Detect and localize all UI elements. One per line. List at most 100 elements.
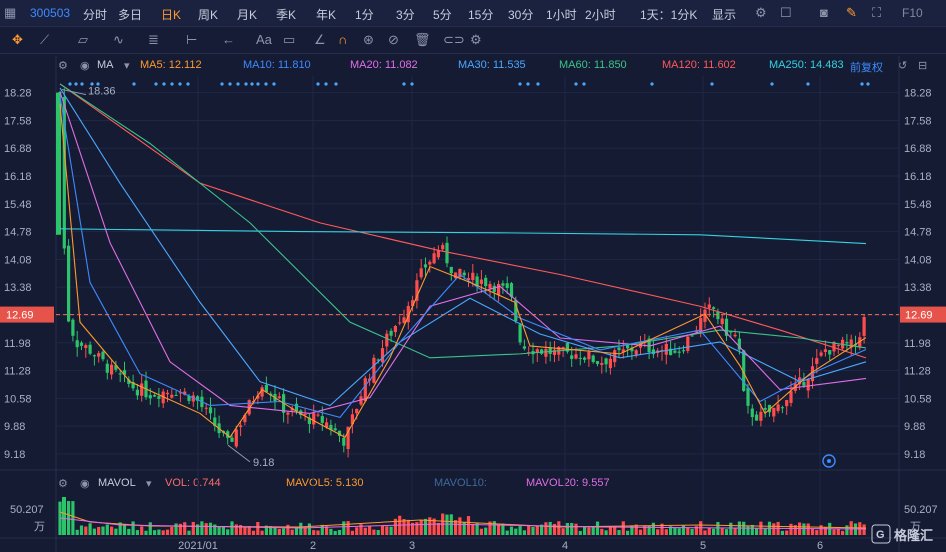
volume-bar <box>88 523 92 535</box>
measure-icon[interactable]: ⊢ <box>186 32 198 47</box>
magnet-icon[interactable]: ∩ <box>338 32 348 47</box>
period-tab-fenshi[interactable]: 分时 <box>83 8 108 22</box>
event-dot <box>178 82 182 86</box>
candle-body <box>67 245 71 322</box>
volume-bar <box>707 527 711 535</box>
ma60-line <box>59 83 867 359</box>
volume-bar <box>531 526 535 535</box>
candle-body <box>208 407 213 414</box>
low-annotation-line <box>227 444 251 463</box>
f10-button[interactable]: F10 <box>902 6 923 20</box>
candle-body <box>363 378 367 402</box>
period-tab-15min[interactable]: 15分 <box>468 8 494 22</box>
stock-code[interactable]: 300503 <box>30 6 71 20</box>
volume-bar <box>79 525 84 535</box>
volume-bar <box>643 525 647 535</box>
text-tool[interactable]: Aa <box>256 32 272 47</box>
line-icon[interactable]: ⟋ <box>40 32 50 47</box>
volume-bar <box>264 525 268 535</box>
period-tab-day-k[interactable]: 日K <box>161 8 182 22</box>
pen-icon[interactable]: ✎ <box>846 5 857 20</box>
volume-bar <box>540 524 544 535</box>
checkbox-icon[interactable]: ☐ <box>780 5 792 20</box>
comment-icon[interactable]: ▭ <box>283 32 296 47</box>
period-tab-5min[interactable]: 5分 <box>433 8 452 22</box>
volume-bar <box>165 529 170 535</box>
volume-bar <box>475 523 479 535</box>
arrow-icon[interactable]: ← <box>222 32 235 47</box>
candle-body <box>634 350 638 355</box>
candle-body <box>509 283 514 297</box>
vol-settings-icon[interactable]: ⚙ <box>58 478 68 490</box>
event-dot <box>582 82 586 86</box>
volume-bar <box>789 523 793 535</box>
x-tick-label: 3 <box>409 540 415 552</box>
candle-body <box>669 348 673 356</box>
candle-body <box>548 347 552 354</box>
event-dot <box>866 82 870 86</box>
collapse-icon[interactable]: ⊟ <box>918 60 928 72</box>
period-tab-30min[interactable]: 30分 <box>508 8 534 22</box>
candle-body <box>196 396 200 401</box>
volume-bar <box>178 523 182 535</box>
vol-visibility-icon[interactable]: ◉ <box>80 478 90 490</box>
event-dot <box>526 82 530 86</box>
settings-icon[interactable]: ⚙ <box>755 5 767 20</box>
crosshair-icon[interactable]: ✥ <box>12 32 23 47</box>
candle-body <box>699 318 703 333</box>
period-tab-season-k[interactable]: 季K <box>276 8 297 22</box>
period-dropdown[interactable]: 1天：1分K <box>640 8 698 22</box>
candle-body <box>389 330 393 336</box>
fullscreen-icon[interactable]: ⛶ <box>872 5 882 20</box>
volume-bar <box>630 525 634 535</box>
y-tick-label-right: 16.88 <box>904 143 932 155</box>
ma-visibility-icon[interactable]: ◉ <box>80 60 90 72</box>
volume-bar <box>411 522 415 535</box>
candle-body <box>540 349 544 354</box>
event-dot <box>272 82 276 86</box>
vol-dropdown-icon[interactable]: ▾ <box>146 478 152 490</box>
ruler-icon[interactable]: ∠ <box>314 32 326 47</box>
volume-bar <box>419 519 423 535</box>
grid-menu-icon[interactable]: ▦ <box>4 5 17 20</box>
display-dropdown[interactable]: 显示 <box>712 8 737 22</box>
volume-bar <box>92 528 96 535</box>
period-tab-2hour[interactable]: 2小时 <box>585 8 616 22</box>
volume-bar <box>393 518 397 535</box>
hide-icon[interactable]: ⊘ <box>388 32 399 47</box>
period-tab-week-k[interactable]: 周K <box>198 8 219 22</box>
volume-bar <box>841 530 845 535</box>
volume-bar <box>144 530 148 535</box>
period-tab-year-k[interactable]: 年K <box>316 8 337 22</box>
period-tab-1hour[interactable]: 1小时 <box>546 8 577 22</box>
candle-body <box>552 349 557 355</box>
candle-body <box>256 395 260 399</box>
current-price-label-left: 12.69 <box>6 310 34 322</box>
link-icon[interactable]: ⊂⊃ <box>443 32 465 47</box>
volume-bar <box>217 526 221 535</box>
period-tab-3min[interactable]: 3分 <box>396 8 415 22</box>
settings-icon[interactable]: ⚙ <box>470 32 482 47</box>
fib-icon[interactable]: ≣ <box>148 32 159 47</box>
period-tab-1min[interactable]: 1分 <box>355 8 374 22</box>
adjust-mode-button[interactable]: 前复权 <box>850 62 883 74</box>
undo-icon[interactable]: ↺ <box>898 60 908 72</box>
volume-bar <box>251 530 256 535</box>
period-tab-multiday[interactable]: 多日 <box>118 8 143 22</box>
volume-bar <box>312 530 316 535</box>
ma-settings-icon[interactable]: ⚙ <box>58 60 68 72</box>
trash-icon[interactable]: 🗑 <box>414 32 431 47</box>
period-tab-month-k[interactable]: 月K <box>237 8 258 22</box>
volume-bar <box>681 525 686 535</box>
camera-icon[interactable]: ◙ <box>820 5 828 20</box>
y-tick-label-left: 11.98 <box>4 338 31 350</box>
mavol20-value: MAVOL20: 9.557 <box>526 477 610 489</box>
event-dot <box>316 82 320 86</box>
wave-icon[interactable]: ∿ <box>113 32 124 47</box>
ma-dropdown-icon[interactable]: ▾ <box>124 60 130 72</box>
lock-icon[interactable]: ⊛ <box>363 32 374 47</box>
volume-bar <box>518 526 522 535</box>
candle-body <box>823 349 827 353</box>
channel-icon[interactable]: ▱ <box>78 32 88 47</box>
